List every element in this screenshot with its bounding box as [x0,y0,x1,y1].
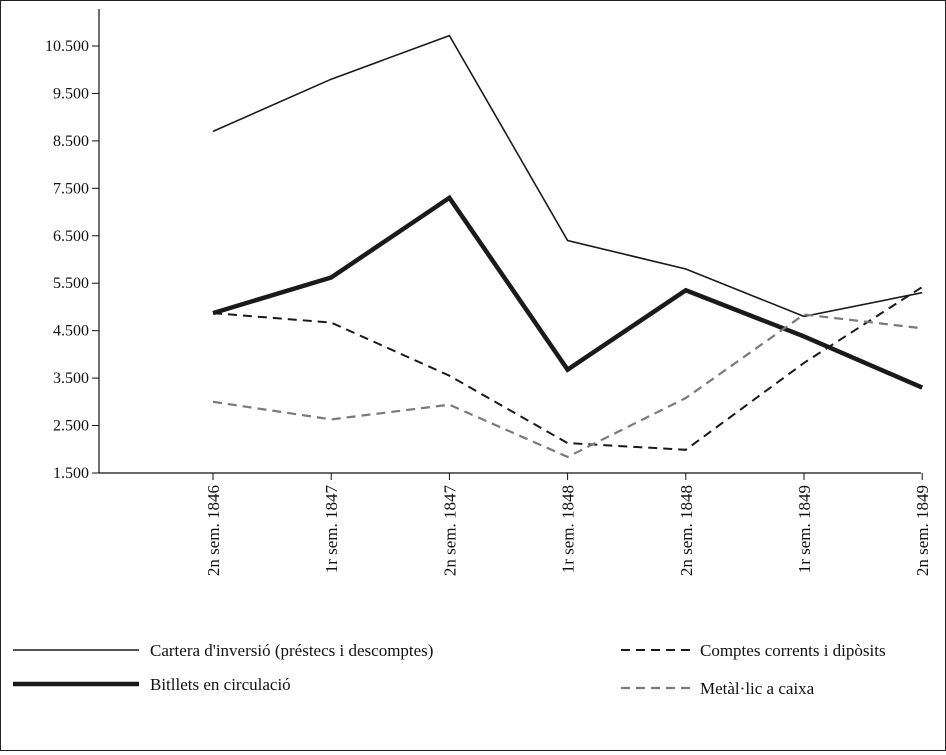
series-line-2 [212,194,924,390]
y-tick-label: 7.500 [53,180,89,197]
y-tick-label: 3.500 [53,370,89,387]
x-tick-label: 2n sem. 1848 [677,485,696,576]
axes: 1.500 2.500 3.500 4.500 5.500 6.500 7.500 8.500… [45,9,932,576]
legend: Cartera d'inversió (préstecs i descompte… [13,641,886,698]
series-line-0 [212,34,923,318]
series-line-3 [212,313,923,459]
y-tick-label: 9.500 [53,85,89,102]
y-tick-label: 2.500 [53,418,89,435]
legend-label: Comptes corrents i dipòsits [700,641,886,660]
legend-label: Cartera d'inversió (préstecs i descompte… [150,641,433,660]
y-tick-label: 8.500 [53,133,89,150]
legend-item-0: Cartera d'inversió (préstecs i descompte… [13,641,433,660]
x-tick-label: 2n sem. 1849 [913,485,932,576]
legend-item-1: Comptes corrents i dipòsits [621,641,886,660]
y-tick-label: 5.500 [53,275,89,292]
legend-label: Metàl·lic a caixa [700,679,815,698]
series-layer [212,34,924,459]
legend-item-3: Metàl·lic a caixa [621,679,815,698]
y-tick-label: 1.500 [53,465,89,482]
x-tick-label: 2n sem. 1846 [204,485,223,576]
y-tick-label: 10.500 [45,38,89,55]
y-tick-label: 4.500 [53,323,89,340]
y-tick-label: 6.500 [53,228,89,245]
legend-label: Bitllets en circulació [150,675,291,694]
x-tick-label: 1r sem. 1849 [795,485,814,573]
x-tick-label: 2n sem. 1847 [440,485,459,577]
series-line-1 [212,286,923,451]
x-tick-label: 1r sem. 1847 [322,485,341,574]
x-tick-label: 1r sem. 1848 [559,485,578,573]
legend-item-2: Bitllets en circulació [13,675,291,694]
